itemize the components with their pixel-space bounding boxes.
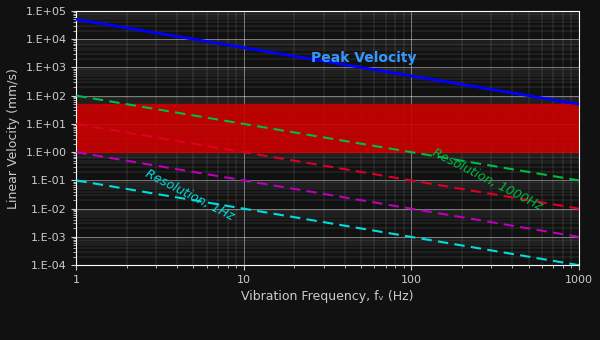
Line: 10Hz: 10Hz (76, 152, 579, 237)
1Hz (465, 244, 472, 249)
Range (73, 17, 80, 21)
Range (465, 84, 472, 88)
Text: Resolution, 1Hz: Resolution, 1Hz (143, 167, 236, 223)
10Hz (294, 187, 301, 191)
1Hz (73, 178, 80, 183)
1Hz (575, 263, 583, 267)
100Hz (474, 189, 481, 193)
100Hz (418, 180, 425, 184)
Range (294, 55, 301, 59)
Range (575, 102, 583, 106)
10Hz (465, 216, 472, 220)
1Hz (124, 187, 131, 191)
10Hz (474, 218, 481, 222)
100Hz (294, 159, 301, 163)
Range (276, 52, 283, 56)
100Hz (124, 131, 131, 135)
Bar (76, 104, 579, 152)
Line: Range: Range (76, 19, 579, 104)
1000Hz (124, 102, 131, 106)
Line: 1Hz: 1Hz (76, 181, 579, 265)
Range (474, 85, 481, 89)
1000Hz (575, 178, 583, 183)
10Hz (124, 159, 131, 163)
Line: 100Hz: 100Hz (76, 124, 579, 209)
1000Hz (474, 161, 481, 165)
1000Hz (465, 160, 472, 164)
100Hz (575, 207, 583, 211)
Text: Peak Velocity: Peak Velocity (311, 51, 416, 66)
1000Hz (418, 152, 425, 156)
1Hz (418, 237, 425, 241)
1Hz (276, 213, 283, 217)
10Hz (276, 184, 283, 188)
1000Hz (294, 131, 301, 135)
10Hz (575, 235, 583, 239)
Range (418, 75, 425, 80)
10Hz (73, 150, 80, 154)
1000Hz (73, 94, 80, 98)
1000Hz (276, 128, 283, 132)
Y-axis label: Linear Velocity (mm/s): Linear Velocity (mm/s) (7, 68, 20, 208)
100Hz (276, 156, 283, 160)
1Hz (474, 246, 481, 250)
Line: 1000Hz: 1000Hz (76, 96, 579, 181)
100Hz (73, 122, 80, 126)
X-axis label: Vibration Frequency, fᵥ (Hz): Vibration Frequency, fᵥ (Hz) (241, 290, 414, 304)
10Hz (418, 208, 425, 212)
Text: Resolution, 1000Hz: Resolution, 1000Hz (431, 146, 545, 213)
100Hz (465, 188, 472, 192)
1Hz (294, 216, 301, 220)
Range (124, 26, 131, 30)
